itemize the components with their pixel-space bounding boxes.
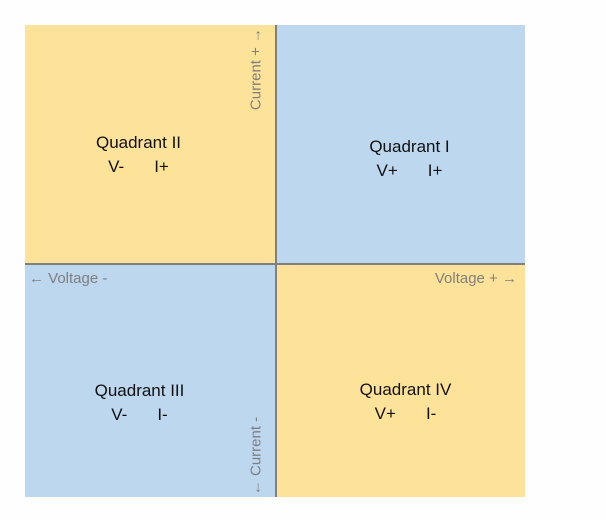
quadrant-4-caption: Quadrant IV V+ I- [360, 378, 452, 426]
quadrant-1-region: Quadrant I V+ I+ [276, 25, 525, 264]
quadrant-4-title: Quadrant IV [359, 379, 452, 399]
quadrant-2-voltage-sign: V- [108, 156, 125, 176]
current-positive-axis-label: Current + → [247, 27, 265, 111]
quadrant-3-region: Quadrant III V- I- [25, 264, 276, 497]
quadrant-3-voltage-sign: V- [111, 404, 128, 424]
quadrant-4-voltage-sign: V+ [374, 403, 396, 423]
quadrant-1-voltage-sign: V+ [376, 160, 398, 180]
quadrant-2-values: V- I+ [96, 155, 181, 179]
quadrant-2-region: Quadrant II V- I+ [25, 25, 276, 264]
voltage-negative-axis-label: ← Voltage - [29, 270, 108, 287]
current-axis-line [275, 25, 277, 497]
quadrant-4-current-sign: I- [425, 403, 437, 423]
quadrant-2-caption: Quadrant II V- I+ [96, 131, 181, 179]
quadrant-2-current-sign: I+ [154, 156, 169, 176]
quadrant-1-current-sign: I+ [427, 160, 443, 180]
quadrant-3-current-sign: I- [157, 404, 168, 424]
voltage-positive-axis-label: Voltage + → [434, 270, 517, 287]
quadrant-1-title: Quadrant I [369, 136, 450, 156]
quadrant-1-values: V+ I+ [369, 159, 449, 183]
quadrant-grid: Quadrant II V- I+ Quadrant I V+ I+ Quadr… [25, 25, 525, 497]
quadrant-4-region: Quadrant IV V+ I- [276, 264, 525, 497]
quadrant-2-title: Quadrant II [95, 132, 182, 152]
quadrant-3-title: Quadrant III [94, 380, 185, 400]
quadrant-3-caption: Quadrant III V- I- [95, 379, 185, 427]
quadrant-3-values: V- I- [95, 403, 185, 427]
quadrant-1-caption: Quadrant I V+ I+ [369, 135, 449, 183]
current-negative-axis-label: ← Current - [247, 416, 265, 496]
quadrant-4-values: V+ I- [360, 402, 452, 426]
voltage-axis-line [25, 263, 525, 265]
